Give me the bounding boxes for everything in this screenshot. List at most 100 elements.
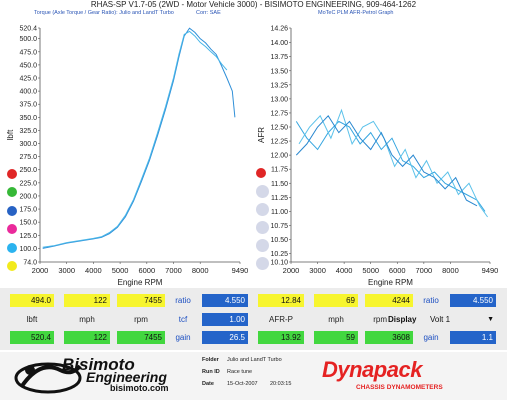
y-tick-label: 11.50 <box>271 181 288 188</box>
torque-peak-value: 520.4 <box>10 331 54 344</box>
y-tick-label: 12.75 <box>270 110 288 117</box>
y-tick-label: 13.75 <box>270 54 288 61</box>
y-tick-label: 10.50 <box>270 237 288 244</box>
y-axis-label: AFR <box>257 127 266 143</box>
mph-peak-value: 122 <box>64 331 110 344</box>
series-line <box>298 108 489 218</box>
dyno-charts: 74.0 100.0 125.0 150.0 175.0 200.0 225.0 250.0 2… <box>6 26 498 288</box>
afr-ratio-label: ratio <box>423 296 439 305</box>
afr-cursor-value: 12.84 <box>258 294 304 307</box>
afr-ratio-value[interactable]: 4.550 <box>450 294 496 307</box>
dynapack-logo: Dynapack <box>322 357 422 382</box>
y-tick-label: 100.0 <box>19 246 37 253</box>
gain-label: gain <box>175 333 191 342</box>
date-label: Date <box>202 381 214 387</box>
x-tick-label: 2000 <box>32 266 49 275</box>
afr-series-button-empty[interactable] <box>256 239 269 252</box>
x-tick-label: 7000 <box>416 266 433 275</box>
rpm-peak-value: 7455 <box>117 331 165 344</box>
display-select-value: Volt 1 <box>430 315 451 324</box>
left-chart-title: Torque (Axle Torque / Gear Ratio): Julio… <box>34 10 174 16</box>
y-tick-label: 325.0 <box>19 128 37 135</box>
torque-cursor-value: 494.0 <box>10 294 54 307</box>
time-value: 20:03:15 <box>270 381 292 387</box>
display-label: Display <box>388 315 417 324</box>
mph-cursor-value: 122 <box>64 294 110 307</box>
x-tick-label: 9490 <box>232 266 249 275</box>
y-axis-label: lbft <box>6 129 15 140</box>
afr-series-button-empty[interactable] <box>256 221 269 234</box>
y-tick-label: 150.0 <box>19 220 37 227</box>
y-tick-label: 11.25 <box>271 195 288 202</box>
series-line <box>295 114 478 207</box>
mph-label: mph <box>79 315 95 324</box>
y-tick-label: 225.0 <box>19 180 37 187</box>
afr-mph-label: mph <box>328 315 344 324</box>
x-axis-label: Engine RPM <box>368 278 413 287</box>
y-tick-label: 14.26 <box>270 26 288 33</box>
y-tick-label: 350.0 <box>19 115 37 122</box>
series-button-red[interactable] <box>7 169 17 179</box>
folder-value: Julio and LandT Turbo <box>227 357 282 363</box>
series-button-cyan[interactable] <box>7 243 17 253</box>
footer <box>0 352 507 400</box>
brand-name: Bisimoto <box>62 355 135 374</box>
y-tick-label: 375.0 <box>19 102 37 109</box>
x-tick-label: 3000 <box>309 266 326 275</box>
y-tick-label: 11.00 <box>271 209 288 216</box>
tcf-label: tcf <box>178 315 188 324</box>
x-tick-label: 5000 <box>112 266 129 275</box>
ratio-value[interactable]: 4.550 <box>202 294 248 307</box>
x-tick-label: 5000 <box>362 266 379 275</box>
x-tick-label: 4000 <box>336 266 353 275</box>
folder-label: Folder <box>202 357 219 363</box>
afr-rpm-peak-value: 3608 <box>365 331 413 344</box>
afr-series-button-empty[interactable] <box>256 203 269 216</box>
afr-gain-label: gain <box>423 333 439 342</box>
y-tick-label: 200.0 <box>19 193 37 200</box>
x-tick-label: 6000 <box>389 266 406 275</box>
x-tick-label: 6000 <box>138 266 155 275</box>
series-button-green[interactable] <box>7 187 17 197</box>
gain-value: 26.5 <box>202 331 248 344</box>
bisimoto-logo-mark <box>14 362 82 394</box>
chevron-down-icon: ▼ <box>487 316 494 323</box>
y-tick-label: 475.0 <box>19 49 37 56</box>
x-tick-label: 3000 <box>58 266 75 275</box>
series-button-blue[interactable] <box>7 206 17 216</box>
y-tick-label: 74.0 <box>23 260 37 267</box>
afr-series-button-empty[interactable] <box>256 257 269 270</box>
display-select[interactable]: Volt 1 ▼ <box>430 313 496 326</box>
tcf-value[interactable]: 1.00 <box>202 313 248 326</box>
y-tick-label: 13.00 <box>270 96 288 103</box>
afr-series-button-red[interactable] <box>256 168 266 178</box>
afr-mph-peak-value: 59 <box>314 331 358 344</box>
x-axis-label: Engine RPM <box>118 278 163 287</box>
series-button-magenta[interactable] <box>7 224 17 234</box>
x-tick-label: 8000 <box>442 266 459 275</box>
brand-subname: Engineering <box>86 369 167 385</box>
afr-gain-value: 1.1 <box>450 331 496 344</box>
y-tick-label: 12.25 <box>270 139 288 146</box>
afr-label: AFR-P <box>269 315 293 324</box>
y-tick-label: 13.50 <box>270 68 288 75</box>
dynapack-tagline: CHASSIS DYNAMOMETERS <box>356 384 443 391</box>
y-tick-label: 500.0 <box>19 36 37 43</box>
y-tick-label: 11.75 <box>271 167 288 174</box>
afr-series-button-empty[interactable] <box>256 185 269 198</box>
series-button-yellow[interactable] <box>7 261 17 271</box>
rpm-label: rpm <box>134 315 148 324</box>
series-line <box>42 30 228 248</box>
afr-rpm-label: rpm <box>373 315 387 324</box>
y-tick-label: 10.25 <box>270 251 288 258</box>
left-chart-corr: Corr: SAE <box>196 10 221 16</box>
x-tick-label: 8000 <box>192 266 209 275</box>
y-tick-label: 10.10 <box>270 260 288 267</box>
y-tick-label: 450.0 <box>19 62 37 69</box>
run-id-label: Run ID <box>202 369 220 375</box>
y-tick-label: 400.0 <box>19 89 37 96</box>
afr-mph-cursor-value: 69 <box>314 294 358 307</box>
afr-rpm-cursor-value: 4244 <box>365 294 413 307</box>
afr-peak-value: 13.92 <box>258 331 304 344</box>
